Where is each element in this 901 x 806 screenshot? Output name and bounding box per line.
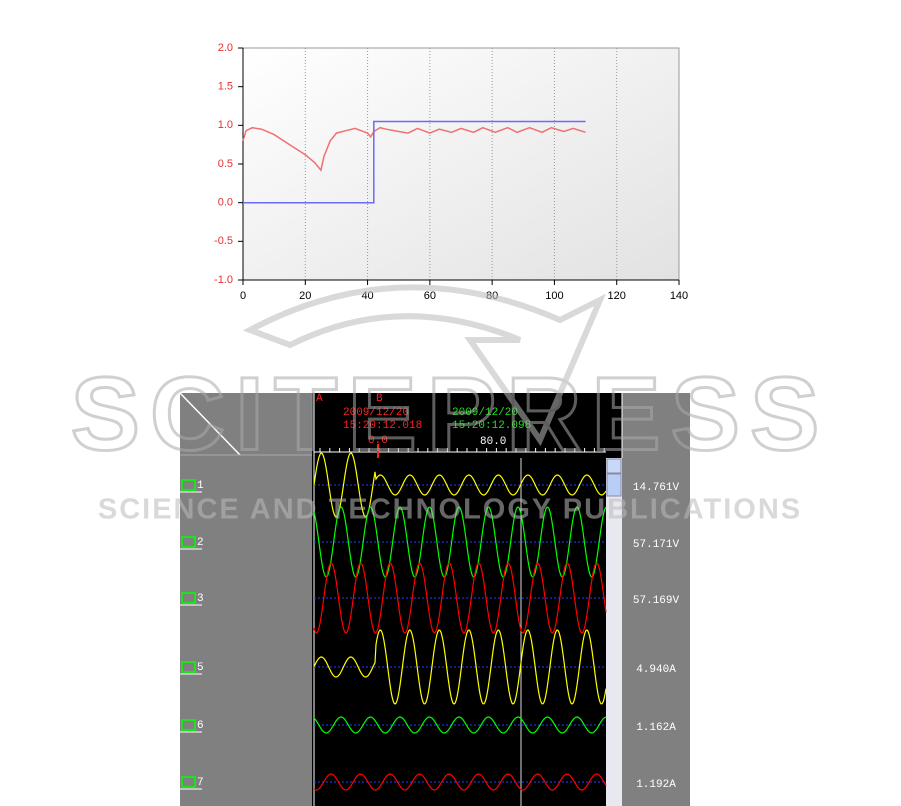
channel-name: 7 <box>197 777 204 789</box>
channel-reading: 1.162A <box>636 722 676 734</box>
scrollbar <box>606 458 622 806</box>
y-tick-label: -1.0 <box>214 274 233 286</box>
waveform <box>313 629 607 705</box>
cursor-c-offset: 80.0 <box>480 436 506 448</box>
cursor-b-time: 15:20:12.018 <box>343 420 422 432</box>
watermark-logo <box>242 284 606 447</box>
series-line <box>243 120 586 204</box>
watermark-subtitle: SCIENCE AND TECHNOLOGY PUBLICATIONS <box>98 494 802 526</box>
channel-name: 2 <box>197 537 204 549</box>
channel-name: 3 <box>197 593 204 605</box>
x-tick-label: 0 <box>240 290 246 302</box>
y-tick-label: 2.0 <box>218 42 233 54</box>
cursor-c-time: 15:20:12.098 <box>452 420 531 432</box>
channel-icon <box>181 479 196 491</box>
y-tick-label: 0.0 <box>218 197 233 209</box>
watermark-title: SCITEPRESS <box>71 356 830 472</box>
cursor-a-label: A <box>316 393 323 405</box>
channel-reading: 1.192A <box>636 779 676 791</box>
channel-name: 6 <box>197 720 204 732</box>
channel-reading: 57.171V <box>633 539 680 551</box>
waveform <box>313 506 607 578</box>
x-tick-label: 140 <box>670 290 688 302</box>
series-line <box>242 126 586 172</box>
cursor-b-offset: 0.0 <box>368 435 388 447</box>
channel-icon <box>181 592 196 604</box>
y-tick-label: 1.0 <box>218 119 233 131</box>
header-diagonal <box>179 392 241 456</box>
x-tick-label: 60 <box>424 290 436 302</box>
waveform <box>313 716 607 734</box>
cursor-b-date: 2009/12/20 <box>343 407 409 419</box>
scroll-up[interactable] <box>606 458 622 474</box>
y-tick-label: 1.5 <box>218 81 233 93</box>
channel-reading: 57.169V <box>633 595 680 607</box>
channel-icon <box>181 661 196 673</box>
channel-name: 5 <box>197 662 204 674</box>
channel-reading: 4.940A <box>636 664 676 676</box>
cursor-b-label: B <box>376 393 383 405</box>
channel-icon <box>181 536 196 548</box>
watermark: SCITEPRESS SCIENCE AND TECHNOLOGY PUBLIC… <box>69 284 830 526</box>
channel-name: 1 <box>197 480 204 492</box>
channel-icon <box>181 776 196 788</box>
scroll-thumb[interactable] <box>606 473 622 497</box>
cursor-c-date: 2009/12/20 <box>452 407 518 419</box>
x-tick-label: 100 <box>545 290 563 302</box>
wave-area <box>312 458 606 806</box>
y-tick-label: 0.5 <box>218 158 233 170</box>
waveform <box>313 562 607 634</box>
x-tick-label: 120 <box>608 290 626 302</box>
channel-icon <box>181 719 196 731</box>
y-tick-label: -0.5 <box>214 235 233 247</box>
waveform <box>313 773 607 791</box>
plot-area <box>242 47 680 281</box>
waveform <box>313 452 607 518</box>
channel-reading: 14.761V <box>633 482 680 494</box>
x-tick-label: 20 <box>299 290 311 302</box>
header-ruler <box>312 393 622 458</box>
